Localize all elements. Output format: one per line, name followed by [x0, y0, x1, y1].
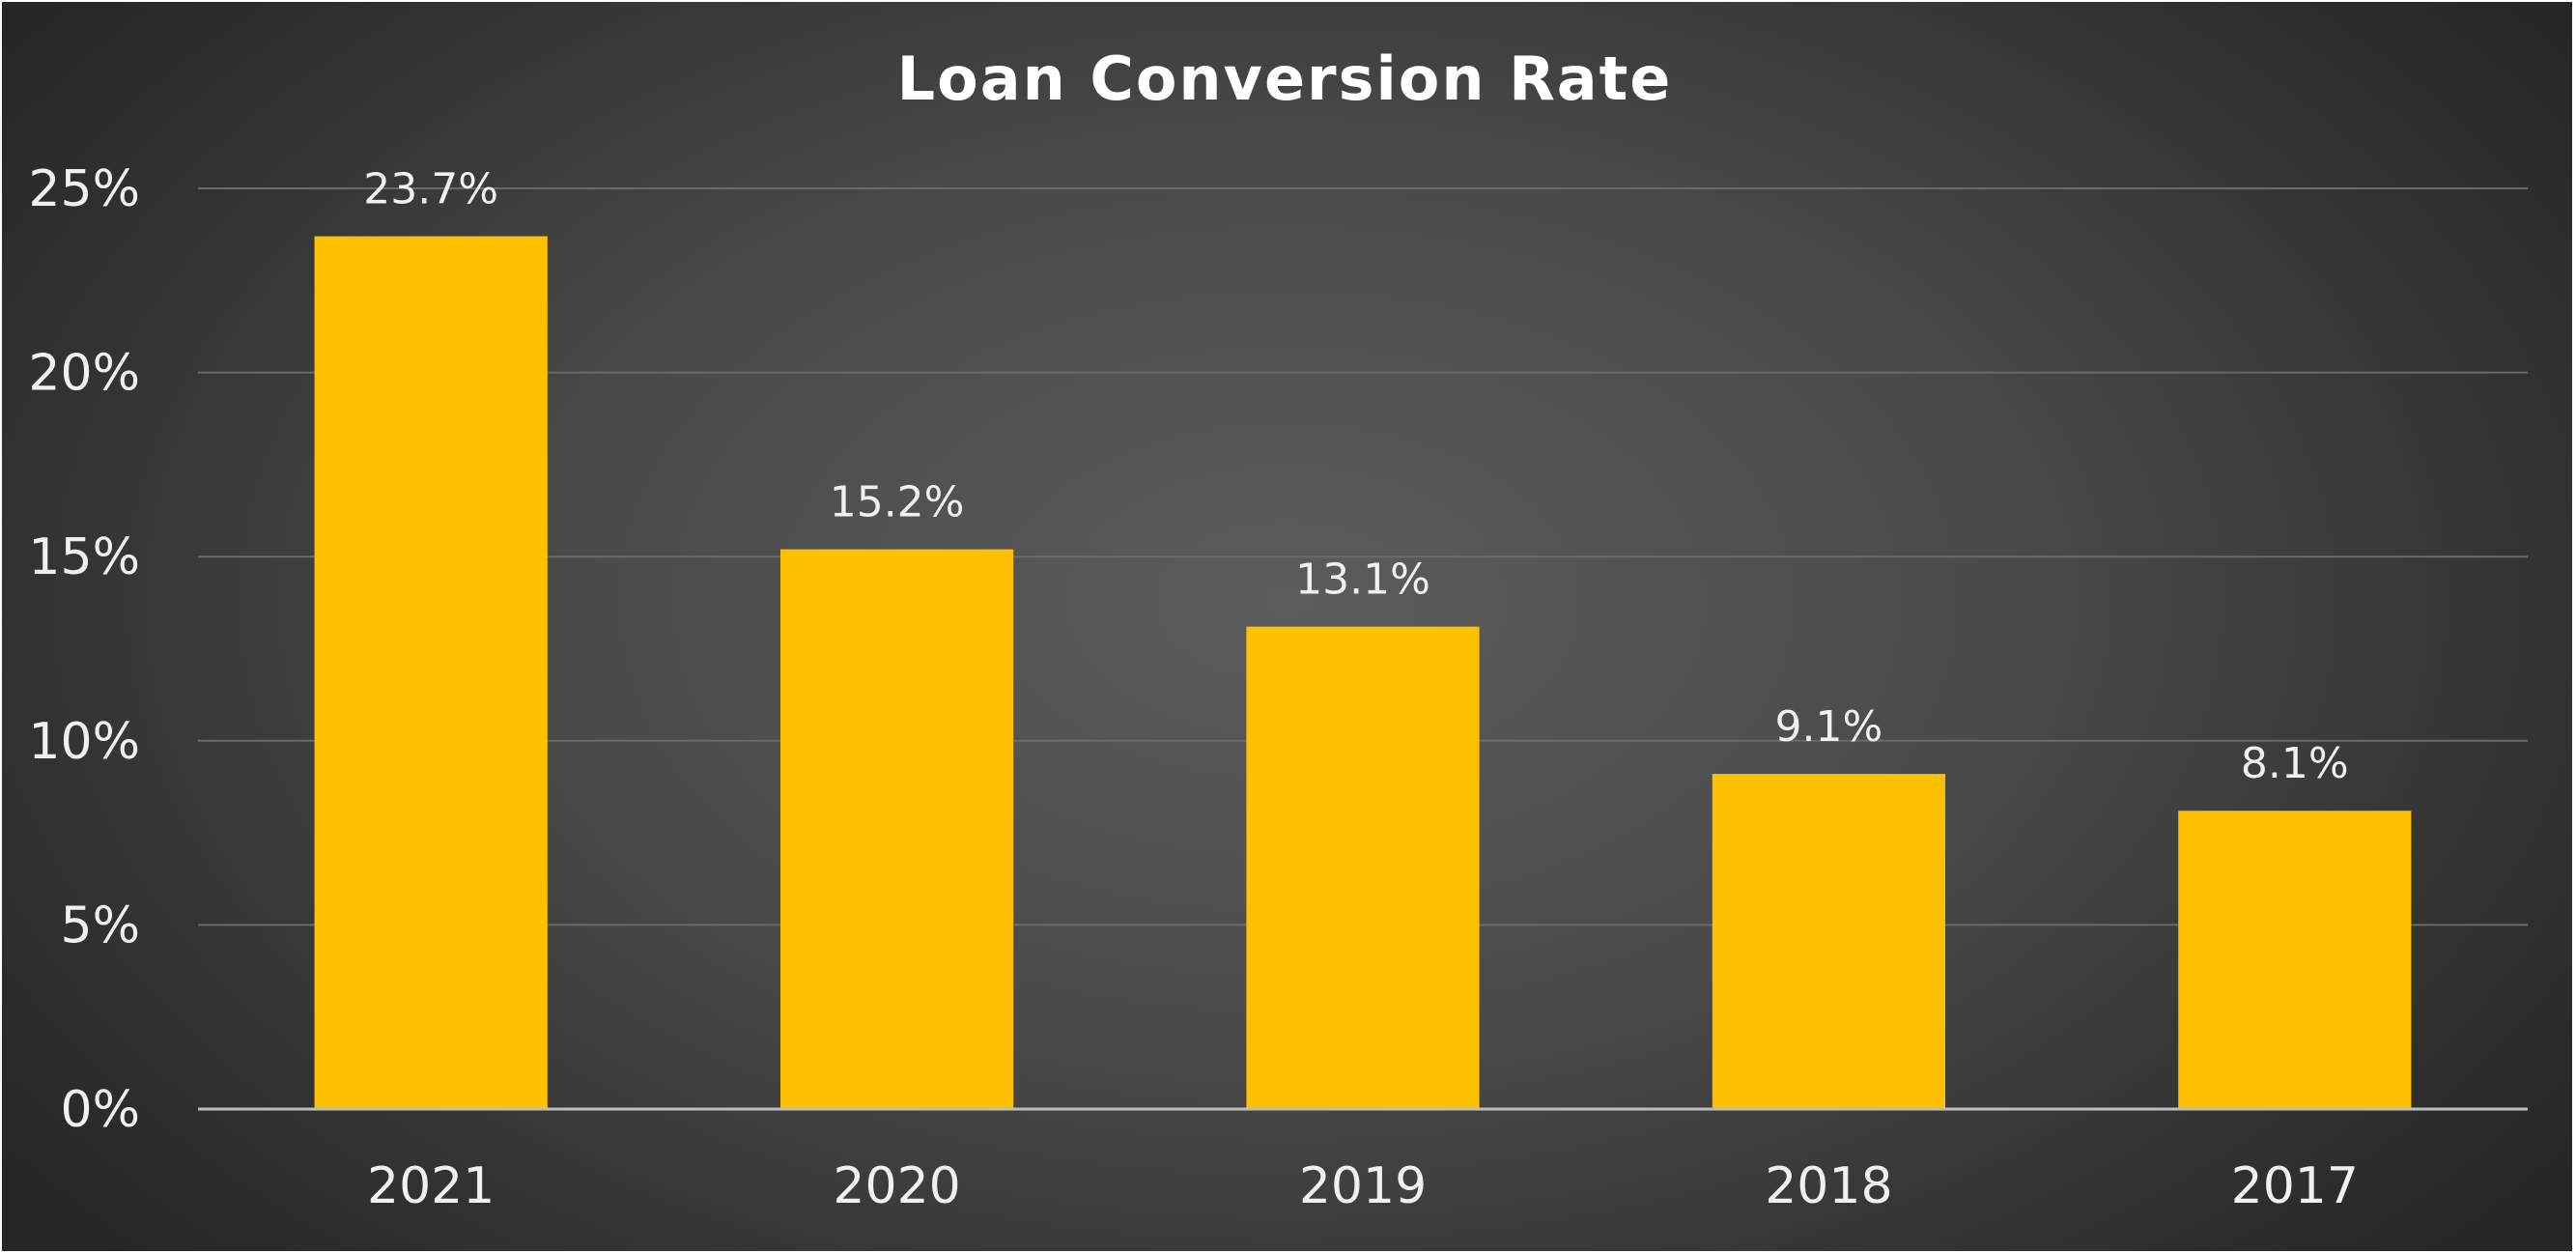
bar: [2178, 811, 2412, 1109]
data-label: 8.1%: [2241, 739, 2349, 788]
bar: [314, 236, 548, 1109]
data-label: 13.1%: [1295, 555, 1430, 605]
x-tick-label: 2020: [833, 1157, 960, 1215]
data-label: 9.1%: [1775, 702, 1883, 752]
y-tick-label: 0%: [61, 1081, 141, 1139]
x-tick-label: 2019: [1299, 1157, 1427, 1215]
gridlines: [198, 187, 2528, 926]
y-axis-tick-labels: 0% 5% 10% 15% 20% 25%: [28, 160, 140, 1139]
data-label: 15.2%: [830, 478, 965, 527]
x-tick-label: 2021: [367, 1157, 495, 1215]
bar: [780, 549, 1014, 1109]
data-label: 23.7%: [363, 165, 498, 214]
y-tick-label: 10%: [28, 713, 140, 771]
x-axis-tick-labels: 2021 2020 2019 2018 2017: [367, 1157, 2359, 1215]
chart-title: Loan Conversion Rate: [897, 43, 1673, 114]
y-tick-label: 15%: [28, 528, 140, 586]
bar: [1712, 774, 1945, 1109]
x-tick-label: 2018: [1765, 1157, 1892, 1215]
x-tick-label: 2017: [2231, 1157, 2359, 1215]
y-tick-label: 20%: [28, 345, 140, 403]
bars: [314, 236, 2412, 1109]
bar: [1246, 626, 1480, 1109]
y-tick-label: 25%: [28, 160, 140, 218]
y-tick-label: 5%: [61, 897, 141, 954]
data-labels: 23.7% 15.2% 13.1% 9.1% 8.1%: [363, 165, 2348, 789]
